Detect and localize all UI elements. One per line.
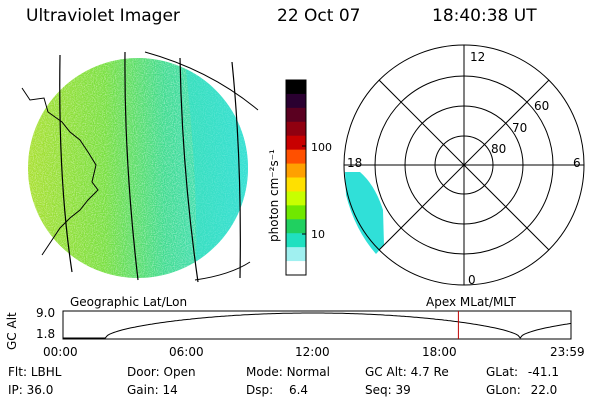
colorbar-segment (286, 135, 306, 151)
altitude-plot-frame (62, 310, 572, 340)
colorbar-segment (286, 177, 306, 192)
status-glon: GLon: 22.0 (486, 383, 558, 397)
altitude-plot (62, 310, 572, 340)
colorbar-tick-10: 10 (311, 228, 325, 241)
colorbar-segment (286, 233, 306, 248)
altitude-curve (63, 312, 572, 339)
xtick-0600: 06:00 (169, 345, 204, 359)
colorbar-segment (286, 191, 306, 206)
altitude-ytick-high: 9.0 (36, 306, 55, 320)
colorbar-segment (286, 107, 306, 123)
polar-plot: 12 18 6 0 60 70 80 (343, 44, 585, 287)
mlt-label-12: 12 (470, 50, 485, 64)
auroral-oval (345, 172, 384, 254)
colorbar-segment (286, 219, 306, 234)
instrument-title: Ultraviolet Imager (26, 6, 180, 26)
colorbar-segment (286, 247, 306, 262)
colorbar-label: photon cm⁻²s⁻¹ (267, 149, 281, 242)
lat-label-80: 80 (491, 142, 506, 156)
observation-time: 18:40:38 UT (432, 6, 537, 26)
xtick-0000: 00:00 (43, 345, 78, 359)
colorbar-tick-100: 100 (311, 141, 332, 154)
status-gc-alt: GC Alt: 4.7 Re (365, 365, 449, 379)
colorbar-segment (286, 149, 306, 165)
status-mode: Mode: Normal (246, 365, 330, 379)
colorbar-segment (286, 163, 306, 178)
longitude-lines (59, 51, 241, 283)
colorbar-segment (286, 93, 306, 109)
coastline (21, 87, 99, 256)
mlt-label-6: 6 (573, 156, 581, 170)
status-glat: GLat: -41.1 (486, 365, 559, 379)
xtick-1200: 12:00 (295, 345, 330, 359)
lat-label-60: 60 (534, 99, 549, 113)
colorbar-segment (286, 205, 306, 220)
colorbar-frame (285, 79, 307, 276)
mlt-label-18: 18 (347, 156, 362, 170)
colorbar (285, 79, 307, 276)
status-filter: Flt: LBHL (8, 365, 62, 379)
colorbar-segment (286, 121, 306, 137)
lat-label-70: 70 (512, 121, 527, 135)
altitude-ylabel: GC Alt (5, 312, 19, 350)
colorbar-segment (286, 80, 306, 95)
xtick-2359: 23:59 (550, 345, 585, 359)
orbit-track (144, 51, 259, 111)
status-dsp: Dsp: 6.4 (246, 383, 309, 397)
altitude-ytick-low: 1.8 (36, 327, 55, 341)
status-gain: Gain: 14 (127, 383, 178, 397)
status-seq: Seq: 39 (365, 383, 411, 397)
status-door: Door: Open (127, 365, 196, 379)
apex-label: Apex MLat/MLT (426, 295, 516, 309)
geographic-label: Geographic Lat/Lon (70, 295, 188, 309)
mlt-label-0: 0 (468, 273, 476, 287)
colorbar-segment (286, 261, 306, 276)
status-ip: IP: 36.0 (8, 383, 54, 397)
observation-date: 22 Oct 07 (277, 6, 361, 26)
xtick-1800: 18:00 (422, 345, 457, 359)
earth-image-panel (21, 51, 259, 283)
